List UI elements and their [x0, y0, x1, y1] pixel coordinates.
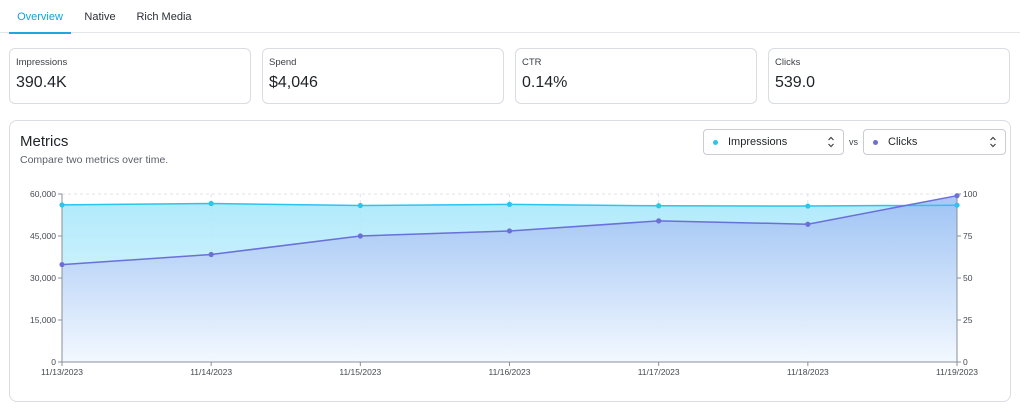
clicks-area	[62, 195, 957, 362]
spend-value: $4,046	[269, 74, 318, 91]
spend-label: Spend	[269, 57, 297, 68]
ctr-card: CTR 0.14%	[515, 48, 757, 104]
chart-areas	[62, 195, 957, 362]
vs-label: vs	[849, 137, 858, 147]
y-left-tick-label: 30,000	[30, 273, 56, 283]
clicks-point	[59, 261, 65, 268]
impressions-point	[506, 201, 513, 207]
y-right-tick-label: 50	[963, 273, 973, 283]
clicks-point	[208, 251, 214, 258]
metric-a-dot-icon	[713, 140, 718, 145]
metric-b-select[interactable]: Clicks	[863, 129, 1006, 155]
metric-a-label: Impressions	[728, 136, 788, 148]
spend-card: Spend $4,046	[262, 48, 504, 104]
chart-axes	[58, 193, 961, 366]
clicks-point	[506, 228, 513, 234]
impressions-label: Impressions	[16, 57, 68, 68]
x-tick-label: 11/18/2023	[787, 367, 829, 377]
metric-b-label: Clicks	[888, 136, 918, 148]
panel-title: Metrics	[20, 133, 69, 150]
y-right-tick-label: 0	[963, 357, 968, 367]
y-left-tick-label: 45,000	[30, 231, 56, 241]
y-right-tick-label: 75	[963, 231, 973, 241]
impressions-point	[954, 202, 960, 208]
y-right-tick-label: 100	[963, 189, 977, 199]
clicks-value: 539.0	[775, 74, 816, 91]
x-tick-label: 11/13/2023	[41, 367, 83, 377]
impressions-point	[805, 203, 811, 209]
clicks-point	[805, 221, 811, 227]
y-right-tick-label: 25	[963, 315, 973, 325]
impressions-card: Impressions 390.4K	[9, 48, 251, 104]
tab-rich-media[interactable]: Rich Media	[136, 11, 192, 23]
x-tick-label: 11/15/2023	[339, 367, 381, 377]
tab-bar: Overview Native Rich Media	[0, 0, 1020, 34]
clicks-point	[954, 193, 960, 199]
panel-subtitle: Compare two metrics over time.	[20, 154, 169, 166]
impressions-value: 390.4K	[16, 74, 67, 91]
tab-native[interactable]: Native	[84, 11, 116, 23]
impressions-point	[59, 202, 65, 208]
ctr-value: 0.14%	[522, 74, 568, 91]
metric-a-select[interactable]: Impressions	[703, 129, 844, 155]
clicks-point	[656, 218, 662, 224]
x-tick-label: 11/16/2023	[489, 367, 531, 377]
y-left-tick-label: 60,000	[30, 189, 56, 199]
chart-labels: 0 15,000 30,000 45,000 60,000 0 25 50 75 100 11/13…	[30, 189, 978, 377]
x-tick-label: 11/17/2023	[638, 367, 680, 377]
metric-b-dot-icon	[873, 140, 878, 145]
chevron-up-down-icon	[990, 136, 996, 148]
impressions-point	[656, 203, 662, 209]
impressions-point	[208, 200, 214, 207]
ctr-label: CTR	[522, 57, 542, 68]
clicks-point	[357, 233, 363, 239]
y-left-tick-label: 15,000	[30, 315, 56, 325]
clicks-label: Clicks	[775, 57, 801, 68]
chart-points	[59, 193, 960, 268]
y-left-tick-label: 0	[51, 357, 56, 367]
clicks-card: Clicks 539.0	[768, 48, 1010, 104]
chevron-up-down-icon	[828, 136, 834, 148]
x-tick-label: 11/19/2023	[936, 367, 978, 377]
x-tick-label: 11/14/2023	[190, 367, 232, 377]
tab-overview[interactable]: Overview	[9, 0, 71, 34]
impressions-point	[357, 202, 363, 209]
